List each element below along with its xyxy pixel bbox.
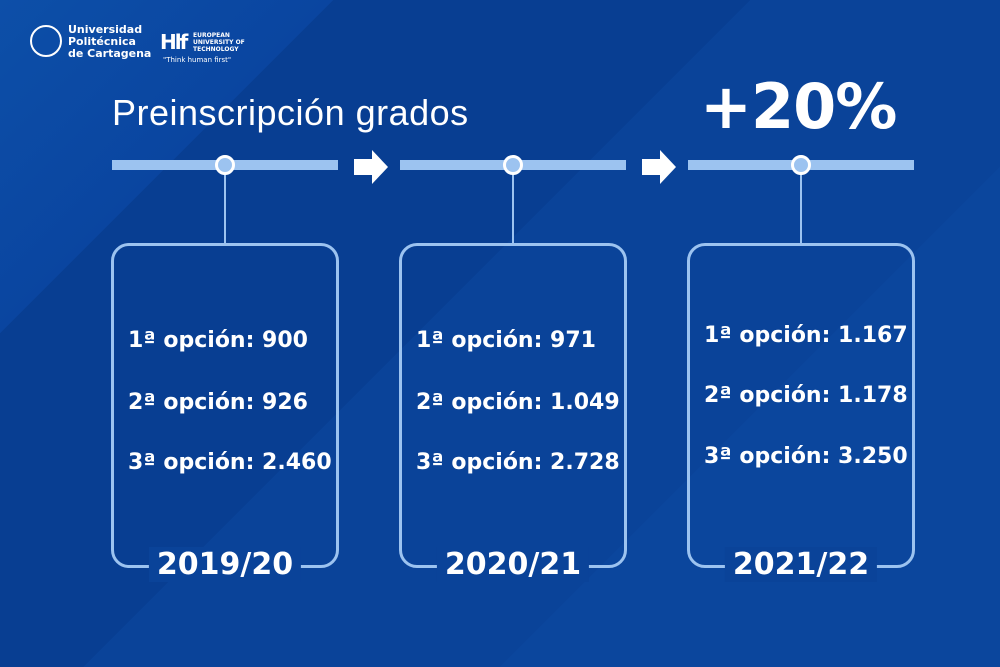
option-count: 1ª opción: 900 bbox=[128, 328, 308, 353]
upct-logo-icon bbox=[30, 25, 62, 57]
option-count: 3ª opción: 3.250 bbox=[704, 444, 908, 469]
growth-figure: +20% bbox=[700, 70, 897, 143]
timeline-connector bbox=[224, 174, 226, 244]
timeline-connector bbox=[512, 174, 514, 244]
timeline-node bbox=[791, 155, 811, 175]
period-year: 2020/21 bbox=[436, 547, 590, 582]
option-count: 3ª opción: 2.728 bbox=[416, 450, 620, 475]
logo-line: de Cartagena bbox=[68, 47, 152, 60]
logo-line: EUROPEAN bbox=[193, 32, 230, 39]
eut-slogan: "Think human first" bbox=[163, 56, 232, 64]
option-count: 2ª opción: 1.049 bbox=[416, 390, 620, 415]
upct-logo-text: Universidad Politécnica de Cartagena bbox=[68, 24, 151, 60]
page-title: Preinscripción grados bbox=[112, 92, 469, 133]
logo-line: Politécnica bbox=[68, 35, 136, 48]
logo-line: UNIVERSITY OF bbox=[193, 39, 245, 46]
timeline-connector bbox=[800, 174, 802, 244]
option-count: 1ª opción: 971 bbox=[416, 328, 596, 353]
timeline-node bbox=[215, 155, 235, 175]
period-year: 2019/20 bbox=[148, 547, 302, 582]
eut-logo-icon: Hlf bbox=[160, 30, 188, 54]
option-count: 2ª opción: 926 bbox=[128, 390, 308, 415]
option-count: 3ª opción: 2.460 bbox=[128, 450, 332, 475]
logo-line: Universidad bbox=[68, 23, 143, 36]
arrow-right-icon bbox=[642, 150, 676, 184]
logo-line: TECHNOLOGY bbox=[193, 46, 239, 53]
timeline-node bbox=[503, 155, 523, 175]
option-count: 1ª opción: 1.167 bbox=[704, 323, 908, 348]
option-count: 2ª opción: 1.178 bbox=[704, 383, 908, 408]
period-year: 2021/22 bbox=[724, 547, 878, 582]
arrow-right-icon bbox=[354, 150, 388, 184]
eut-logo-text: EUROPEAN UNIVERSITY OF TECHNOLOGY bbox=[193, 32, 245, 53]
